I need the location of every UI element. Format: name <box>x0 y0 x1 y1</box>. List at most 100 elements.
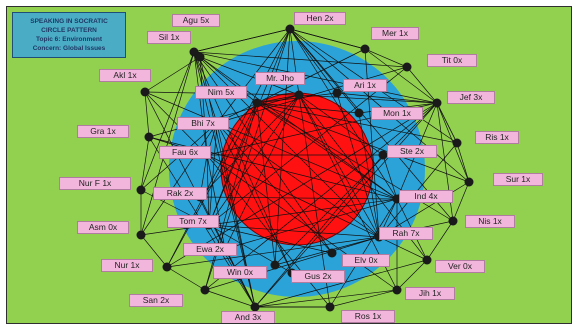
label-hen: Hen 2x <box>294 12 346 25</box>
title-line-2: CIRCLE PATTERN <box>41 27 97 34</box>
speaking-line <box>256 102 398 200</box>
title-line-3: Topic 6: Environment <box>36 36 102 43</box>
label-ver: Ver 0x <box>435 260 485 273</box>
perimeter-line <box>452 181 470 222</box>
dot-win <box>270 260 280 270</box>
dot-jih <box>392 285 402 295</box>
speaking-line <box>254 154 384 308</box>
dot-elv <box>327 248 337 258</box>
label-mon: Mon 1x <box>371 107 423 120</box>
speaking-line <box>289 28 470 183</box>
speaking-line <box>166 102 258 268</box>
speaking-line <box>436 102 454 222</box>
speaking-line <box>256 102 470 183</box>
dot-nim <box>252 98 262 108</box>
slide-frame: SPEAKING IN SOCRATIC CIRCLE PATTERN Topi… <box>6 6 572 324</box>
speaking-line <box>256 102 360 114</box>
speaking-line <box>166 236 380 268</box>
perimeter-line <box>436 102 458 144</box>
speaking-line <box>193 51 208 156</box>
dot-ste <box>378 150 388 160</box>
speaking-line <box>274 28 291 266</box>
speaking-line <box>254 259 428 308</box>
speaking-line <box>206 154 210 226</box>
dot-asm <box>136 230 146 240</box>
speaking-line <box>208 94 300 226</box>
label-nur-f: Nur F 1x <box>59 177 131 190</box>
perimeter-line <box>456 142 470 183</box>
label-tom: Tom 7x <box>167 215 219 228</box>
dot-ari <box>332 88 342 98</box>
perimeter-line <box>204 289 256 308</box>
label-and: And 3x <box>221 311 275 323</box>
speaking-line <box>208 28 291 226</box>
label-san: San 2x <box>129 294 183 307</box>
speaking-line <box>144 91 208 156</box>
dot-jef <box>432 98 442 108</box>
center-label-mr-jho: Mr. Jho <box>255 72 305 85</box>
dot-tit <box>402 62 412 72</box>
speaking-line <box>224 198 398 250</box>
speaking-line <box>193 51 408 68</box>
label-ris: Ris 1x <box>475 131 519 144</box>
dot-ver <box>422 255 432 265</box>
speaking-line <box>254 289 398 308</box>
speaking-line <box>216 122 333 254</box>
speaking-line <box>206 154 398 291</box>
speaking-line <box>382 154 398 200</box>
speaking-line <box>193 51 380 238</box>
dot-sil <box>195 52 205 62</box>
speaking-line <box>166 102 438 268</box>
perimeter-line <box>406 66 438 104</box>
diagram-title: SPEAKING IN SOCRATIC CIRCLE PATTERN Topi… <box>12 12 126 58</box>
perimeter-line <box>329 289 398 308</box>
speaking-line <box>216 122 293 274</box>
label-gra: Gra 1x <box>77 125 129 138</box>
speaking-line <box>140 51 195 191</box>
dot-nur <box>162 262 172 272</box>
speaking-line <box>199 196 398 200</box>
speaking-line <box>358 112 380 238</box>
perimeter-line <box>140 136 150 191</box>
label-akl: Akl 1x <box>99 69 151 82</box>
perimeter-line <box>426 220 454 261</box>
label-bhi: Bhi 7x <box>177 117 229 130</box>
label-gus: Gus 2x <box>291 270 345 283</box>
label-elv: Elv 0x <box>342 254 390 267</box>
label-asm: Asm 0x <box>77 221 129 234</box>
label-jih: Jih 1x <box>405 287 455 300</box>
speaking-line <box>216 66 408 124</box>
speaking-line <box>289 28 398 200</box>
label-rak: Rak 2x <box>153 187 207 200</box>
speaking-line <box>298 94 380 238</box>
speaking-line <box>336 92 380 238</box>
speaking-line <box>254 102 438 308</box>
perimeter-line <box>144 91 150 138</box>
speaking-line <box>204 102 438 291</box>
dot-mon <box>354 108 364 118</box>
speaking-line <box>208 122 218 226</box>
dot-sur <box>464 177 474 187</box>
speaking-line <box>148 94 300 138</box>
label-win: Win 0x <box>213 266 267 279</box>
speaking-line <box>256 94 300 104</box>
diagram-stage: SPEAKING IN SOCRATIC CIRCLE PATTERN Topi… <box>7 7 571 323</box>
label-jef: Jef 3x <box>447 91 495 104</box>
label-ind: Ind 4x <box>399 190 453 203</box>
speaking-line <box>216 28 291 124</box>
dot-nurf <box>136 185 146 195</box>
speaking-line <box>199 56 300 96</box>
speaking-line <box>199 56 398 200</box>
speaking-line <box>336 92 438 104</box>
dot-and <box>250 302 260 312</box>
dot-akl <box>140 87 150 97</box>
title-line-4: Concern: Global Issues <box>32 45 106 52</box>
speaking-line <box>274 102 438 266</box>
label-nur: Nur 1x <box>101 259 153 272</box>
speaking-line <box>298 94 438 104</box>
speaking-line <box>206 154 428 261</box>
speaking-line <box>216 122 380 238</box>
speaking-line <box>329 198 398 308</box>
perimeter-line <box>396 259 428 291</box>
label-nis: Nis 1x <box>465 215 515 228</box>
